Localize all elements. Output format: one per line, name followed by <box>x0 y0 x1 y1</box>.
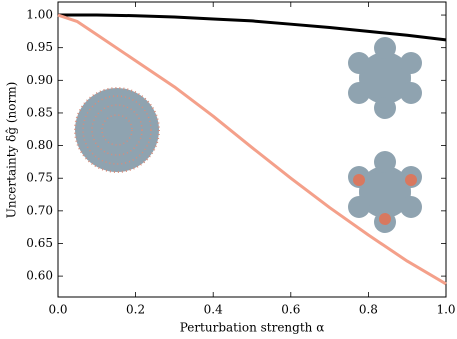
y-tick-label: 0.75 <box>26 171 53 185</box>
plot-frame <box>57 1 447 298</box>
y-tick-label: 0.80 <box>26 138 53 152</box>
sphere-image <box>74 87 160 173</box>
x-tick-label: 0.8 <box>359 303 378 317</box>
line-series <box>58 13 447 42</box>
y-tick-label: 0.70 <box>26 203 53 217</box>
y-tick-label: 0.65 <box>26 236 53 250</box>
y-tick-label: 0.85 <box>26 105 53 119</box>
y-tick-label: 0.90 <box>26 73 53 87</box>
line-series <box>57 13 447 286</box>
x-tick-label: 0.2 <box>126 303 145 317</box>
y-tick-label: 0.95 <box>26 40 53 54</box>
y-axis-label: Uncertainty δĝ (norm) <box>5 82 19 219</box>
x-tick-label: 0.0 <box>48 303 67 317</box>
x-axis-label: Perturbation strength α <box>180 321 325 335</box>
shape-image-colored <box>348 151 422 233</box>
x-tick-label: 1.0 <box>436 303 455 317</box>
x-tick-label: 0.6 <box>281 303 300 317</box>
y-tick-label: 0.60 <box>26 269 53 283</box>
shape-image-dotted <box>348 37 422 119</box>
y-tick-label: 1.00 <box>26 8 53 22</box>
x-tick-label: 0.4 <box>204 303 223 317</box>
